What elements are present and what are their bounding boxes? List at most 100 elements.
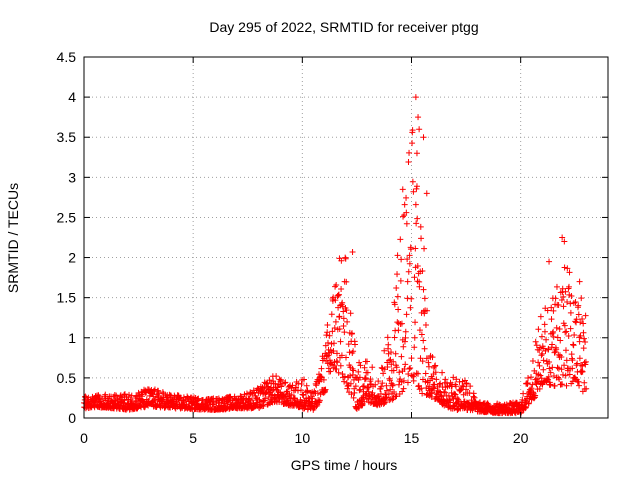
- data-point: [317, 373, 324, 380]
- data-point: [362, 374, 369, 381]
- data-point: [558, 366, 565, 373]
- data-point: [450, 395, 457, 402]
- data-point: [405, 371, 412, 378]
- data-point: [405, 268, 412, 275]
- y-tick-label: 2: [68, 250, 76, 266]
- data-point: [404, 379, 411, 386]
- data-point: [343, 354, 349, 361]
- data-point: [432, 362, 439, 369]
- data-point: [297, 387, 304, 394]
- data-point: [535, 359, 542, 366]
- data-point: [379, 380, 386, 387]
- x-tick-label: 20: [513, 430, 529, 446]
- data-point: [537, 372, 544, 379]
- data-point: [413, 220, 420, 227]
- data-point: [570, 341, 577, 348]
- data-point: [470, 390, 477, 397]
- data-point: [561, 322, 568, 329]
- data-point: [350, 394, 357, 401]
- data-point: [577, 319, 584, 326]
- data-point: [580, 329, 587, 336]
- data-point: [579, 316, 586, 323]
- data-point: [387, 386, 394, 393]
- data-point: [419, 390, 426, 397]
- data-point: [380, 370, 387, 377]
- data-point: [575, 302, 582, 309]
- data-point: [536, 362, 543, 369]
- y-tick-label: 2.5: [57, 209, 77, 225]
- axis-ticks: 0 0.5 1 1.5 2 2.5 3 3.5 4 4.5 0 5 10 15 20: [57, 49, 608, 446]
- data-point: [565, 332, 572, 339]
- data-point: [538, 333, 545, 340]
- data-point: [416, 126, 423, 133]
- data-point: [543, 336, 550, 343]
- data-point: [340, 308, 347, 315]
- data-point: [335, 369, 342, 376]
- data-point: [581, 379, 588, 386]
- data-point: [266, 377, 273, 384]
- data-point: [246, 396, 253, 403]
- data-point: [582, 361, 589, 368]
- data-point: [414, 215, 421, 222]
- data-point: [580, 345, 587, 352]
- data-point: [313, 403, 320, 410]
- data-point: [560, 303, 567, 310]
- data-point: [401, 338, 408, 345]
- data-point: [300, 376, 307, 383]
- data-point: [335, 292, 342, 299]
- data-point: [396, 369, 403, 376]
- data-point: [260, 403, 267, 410]
- data-point: [450, 374, 457, 381]
- data-point: [386, 375, 393, 382]
- data-point: [403, 194, 410, 201]
- data-point: [541, 328, 548, 335]
- data-point: [424, 307, 431, 314]
- data-point: [361, 382, 368, 389]
- data-point: [429, 375, 436, 382]
- y-tick-label: 1.5: [57, 290, 77, 306]
- data-point: [547, 369, 554, 376]
- data-point: [352, 341, 359, 348]
- data-point: [573, 316, 580, 323]
- data-point: [385, 341, 392, 348]
- data-point: [333, 350, 340, 357]
- data-point: [411, 274, 418, 281]
- data-point: [548, 316, 555, 323]
- data-point: [535, 326, 542, 333]
- data-point: [399, 388, 406, 395]
- data-point: [390, 358, 397, 365]
- data-point: [323, 353, 330, 360]
- data-point: [334, 359, 341, 366]
- data-point: [442, 389, 449, 396]
- data-point: [576, 338, 583, 345]
- data-point: [383, 387, 390, 394]
- data-point: [578, 295, 585, 302]
- data-point: [293, 384, 300, 391]
- data-point: [340, 322, 347, 329]
- data-point: [571, 331, 578, 338]
- data-point: [355, 404, 362, 411]
- data-point: [579, 368, 586, 375]
- data-point: [567, 300, 574, 307]
- data-point: [257, 398, 264, 405]
- data-point: [577, 362, 584, 369]
- data-point: [431, 381, 438, 388]
- data-point: [583, 385, 590, 392]
- data-point: [383, 382, 390, 389]
- data-point: [575, 311, 582, 318]
- data-point: [558, 296, 565, 303]
- data-point: [391, 388, 398, 395]
- data-point: [522, 405, 529, 412]
- data-point: [291, 395, 298, 402]
- data-point: [416, 327, 423, 334]
- data-point: [525, 400, 532, 407]
- data-point: [369, 364, 376, 371]
- data-point: [334, 293, 341, 300]
- data-point: [333, 358, 340, 365]
- data-point: [406, 149, 413, 156]
- data-point: [331, 325, 338, 332]
- data-point: [389, 381, 396, 388]
- data-point: [577, 332, 584, 339]
- data-point: [381, 347, 388, 354]
- data-point: [559, 234, 566, 241]
